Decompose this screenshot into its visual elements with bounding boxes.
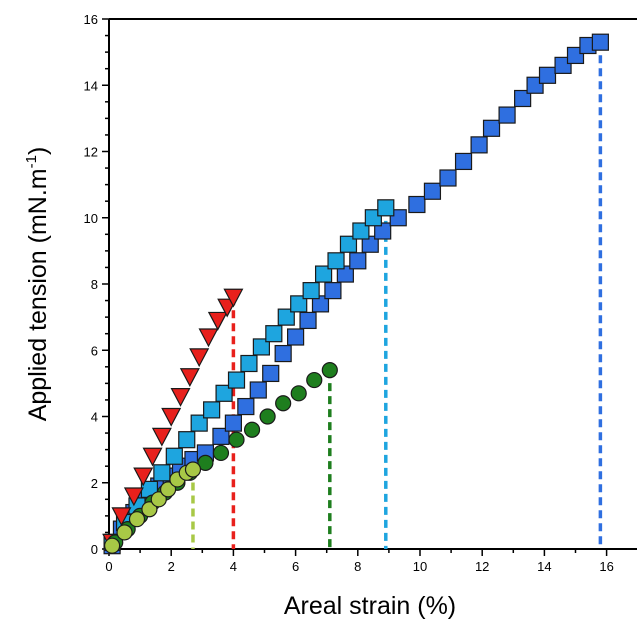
square-marker bbox=[314, 265, 333, 283]
square-marker bbox=[514, 89, 532, 108]
axis-ticks bbox=[102, 18, 608, 556]
y-tick-label: 12 bbox=[84, 145, 98, 160]
svg-text:Applied tension (mN.m-1): Applied tension (mN.m-1) bbox=[23, 147, 52, 422]
triangle-marker bbox=[142, 447, 163, 467]
triangle-marker bbox=[170, 388, 191, 407]
circle-marker bbox=[212, 444, 230, 462]
square-marker bbox=[327, 252, 345, 270]
break-lines bbox=[191, 42, 603, 549]
triangle-marker bbox=[198, 328, 219, 348]
square-marker bbox=[265, 325, 283, 343]
data-markers bbox=[102, 33, 609, 555]
square-marker bbox=[336, 265, 354, 283]
square-marker bbox=[203, 401, 221, 419]
square-marker bbox=[290, 295, 308, 313]
square-marker bbox=[423, 182, 442, 200]
triangle-marker bbox=[111, 507, 132, 527]
y-axis-title-suffix: ) bbox=[24, 147, 52, 155]
x-tick-label: 16 bbox=[599, 559, 613, 574]
square-marker bbox=[224, 414, 242, 432]
y-tick-label: 10 bbox=[84, 211, 98, 226]
x-tick-label: 14 bbox=[537, 559, 551, 574]
circle-marker bbox=[243, 421, 261, 438]
square-marker bbox=[227, 371, 246, 389]
x-tick-label: 10 bbox=[413, 559, 427, 574]
square-marker bbox=[408, 195, 426, 214]
square-marker bbox=[377, 199, 395, 217]
circle-marker bbox=[290, 385, 307, 402]
circle-marker bbox=[306, 371, 323, 389]
square-marker bbox=[287, 328, 305, 346]
x-tick-label: 6 bbox=[292, 559, 299, 574]
square-marker bbox=[153, 464, 171, 482]
circle-marker bbox=[141, 501, 158, 518]
square-marker bbox=[262, 364, 280, 383]
triangle-marker bbox=[133, 467, 154, 487]
square-marker bbox=[454, 152, 473, 171]
circle-marker bbox=[128, 511, 146, 528]
x-tick-label: 2 bbox=[168, 559, 175, 574]
x-tick-label: 8 bbox=[354, 559, 361, 574]
triangle-marker bbox=[161, 407, 182, 427]
square-marker bbox=[249, 381, 267, 399]
circle-marker bbox=[321, 362, 338, 379]
square-marker bbox=[482, 119, 501, 137]
square-marker bbox=[252, 338, 270, 356]
triangle-marker bbox=[223, 288, 244, 308]
square-marker bbox=[374, 222, 392, 240]
circle-marker bbox=[184, 461, 202, 478]
circle-marker bbox=[104, 537, 121, 554]
triangle-marker bbox=[207, 311, 228, 331]
circle-marker bbox=[150, 491, 167, 508]
tick-labels: 0 2 4 6 8 10 12 14 16 0 2 4 6 8 10 12 14 16 bbox=[84, 12, 614, 574]
triangle-marker bbox=[123, 487, 144, 507]
circle-marker bbox=[228, 431, 245, 448]
triangle-marker bbox=[151, 427, 172, 447]
square-marker bbox=[498, 106, 516, 124]
y-tick-label: 4 bbox=[91, 410, 98, 425]
circle-marker bbox=[259, 408, 276, 425]
square-marker bbox=[178, 431, 196, 449]
y-axis-title: Applied tension (mN.m-1) bbox=[23, 147, 52, 422]
square-marker bbox=[361, 235, 379, 253]
y-tick-label: 16 bbox=[84, 12, 98, 27]
square-marker bbox=[538, 66, 557, 84]
square-marker bbox=[591, 33, 609, 51]
square-marker bbox=[240, 354, 258, 373]
y-tick-label: 2 bbox=[91, 476, 98, 491]
triangle-marker bbox=[189, 348, 210, 368]
square-marker bbox=[165, 447, 183, 465]
square-marker bbox=[237, 397, 255, 416]
x-tick-label: 4 bbox=[230, 559, 237, 574]
x-tick-label: 0 bbox=[105, 559, 112, 574]
y-axis-title-prefix: Applied tension (mN.m bbox=[24, 168, 52, 421]
square-marker bbox=[215, 384, 233, 402]
triangle-marker bbox=[179, 368, 200, 388]
y-tick-label: 0 bbox=[91, 542, 98, 557]
circle-marker bbox=[159, 481, 177, 498]
square-marker bbox=[439, 169, 457, 187]
square-marker bbox=[302, 282, 320, 300]
square-marker bbox=[324, 282, 342, 300]
square-marker bbox=[190, 414, 208, 432]
y-tick-label: 14 bbox=[84, 78, 98, 93]
circle-marker bbox=[116, 524, 133, 541]
square-marker bbox=[311, 295, 330, 313]
circle-marker bbox=[197, 454, 214, 471]
y-axis-title-superscript: -1 bbox=[23, 155, 40, 168]
circle-marker bbox=[275, 395, 292, 412]
y-tick-label: 8 bbox=[91, 277, 98, 292]
square-marker bbox=[339, 235, 358, 253]
square-marker bbox=[212, 427, 230, 445]
square-marker bbox=[299, 311, 317, 330]
square-marker bbox=[274, 344, 292, 363]
y-tick-label: 6 bbox=[91, 343, 98, 358]
square-marker bbox=[352, 222, 370, 240]
x-axis-title: Areal strain (%) bbox=[284, 592, 456, 620]
x-tick-label: 12 bbox=[475, 559, 489, 574]
square-marker bbox=[349, 252, 367, 270]
square-marker bbox=[470, 136, 488, 154]
square-marker bbox=[277, 308, 295, 326]
